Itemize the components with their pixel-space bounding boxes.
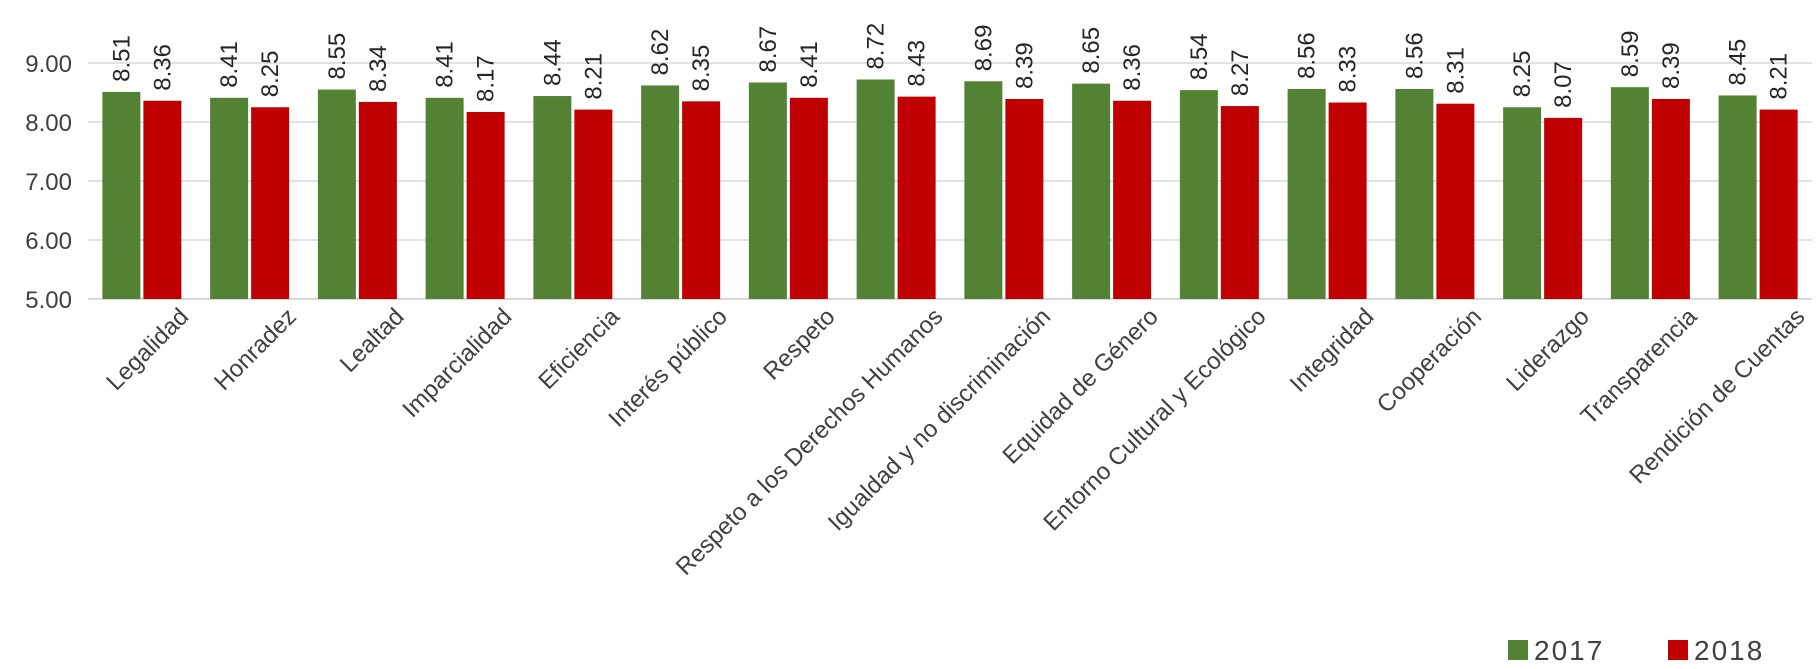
bar-2017 <box>425 97 464 299</box>
legend-swatch-2017 <box>1508 640 1528 660</box>
data-label-2018: 8.25 <box>257 51 284 98</box>
legend-swatch-2018 <box>1668 640 1688 660</box>
bar-2017 <box>641 85 680 299</box>
x-tick-label: Rendición de Cuentas <box>1624 303 1810 489</box>
data-label-2018: 8.35 <box>688 45 715 92</box>
bar-2017 <box>533 96 572 299</box>
x-tick-label: Igualdad y no discriminación <box>823 303 1056 536</box>
data-label-2017: 8.54 <box>1186 33 1213 80</box>
data-label-2017: 8.67 <box>755 26 782 73</box>
data-label-2018: 8.39 <box>1658 42 1685 89</box>
bars <box>102 79 1798 300</box>
data-label-2017: 8.59 <box>1617 30 1644 77</box>
bar-2017 <box>1503 107 1542 299</box>
bar-2018 <box>143 100 182 299</box>
data-label-2018: 8.39 <box>1011 42 1038 89</box>
bar-2018 <box>897 96 936 299</box>
legend-label-2017: 2017 <box>1534 635 1604 666</box>
bar-2018 <box>1328 102 1367 299</box>
y-tick-label: 7.00 <box>25 169 72 196</box>
bar-2018 <box>1005 98 1044 300</box>
data-label-2017: 8.45 <box>1725 39 1752 86</box>
data-label-2017: 8.65 <box>1078 27 1105 74</box>
x-tick-label: Imparcialidad <box>397 303 517 423</box>
bar-2017 <box>1179 90 1218 299</box>
bar-2017 <box>317 89 356 299</box>
bar-2018 <box>574 109 613 299</box>
bar-2018 <box>358 101 397 299</box>
data-label-2018: 8.36 <box>149 44 176 91</box>
bar-2018 <box>682 101 721 299</box>
bar-2017 <box>1395 88 1434 300</box>
bar-2017 <box>964 81 1003 299</box>
x-tick-label: Legalidad <box>101 303 194 396</box>
data-label-2017: 8.55 <box>324 33 351 80</box>
data-label-2018: 8.41 <box>796 41 823 88</box>
bar-2017 <box>210 97 249 299</box>
data-label-2017: 8.62 <box>647 29 674 76</box>
data-label-2018: 8.33 <box>1335 46 1362 93</box>
bar-2018 <box>1113 100 1152 299</box>
y-tick-label: 6.00 <box>25 228 72 255</box>
y-tick-label: 8.00 <box>25 110 72 137</box>
x-tick-label: Cooperación <box>1372 303 1487 418</box>
data-label-2017: 8.41 <box>216 41 243 88</box>
data-labels: 8.51 8.36 8.41 8.25 8.55 8.34 8.41 8.17 8.44 8.21… <box>108 23 1792 108</box>
y-tick-label: 5.00 <box>25 287 72 314</box>
bar-2017 <box>1718 95 1757 299</box>
x-tick-label: Lealtad <box>335 303 410 378</box>
data-label-2018: 8.21 <box>1766 53 1793 100</box>
data-label-2017: 8.41 <box>432 41 459 88</box>
x-tick-label: Integridad <box>1285 303 1380 398</box>
bar-2018 <box>251 107 290 299</box>
legend-label-2018: 2018 <box>1694 635 1764 666</box>
data-label-2018: 8.31 <box>1442 47 1469 94</box>
y-axis: 5.00 6.00 7.00 8.00 9.00 <box>25 51 72 314</box>
data-label-2018: 8.34 <box>365 45 392 92</box>
bar-2017 <box>1072 83 1111 300</box>
x-tick-label: Liderazgo <box>1501 303 1595 397</box>
data-label-2017: 8.72 <box>863 23 890 70</box>
bar-2018 <box>1651 98 1690 300</box>
bar-2018 <box>789 97 828 299</box>
data-label-2018: 8.07 <box>1550 61 1577 108</box>
x-tick-label: Entorno Cultural y Ecológico <box>1038 303 1271 536</box>
data-label-2017: 8.25 <box>1509 51 1536 98</box>
data-label-2018: 8.43 <box>904 40 931 87</box>
data-label-2018: 8.36 <box>1119 44 1146 91</box>
bar-2018 <box>1544 117 1583 300</box>
bar-2017 <box>1610 87 1649 299</box>
x-tick-label: Respeto <box>758 303 840 385</box>
bar-2017 <box>102 91 141 299</box>
data-label-2017: 8.51 <box>108 35 135 82</box>
data-label-2017: 8.44 <box>539 39 566 86</box>
data-label-2018: 8.21 <box>580 53 607 100</box>
bar-2017 <box>1287 88 1326 300</box>
x-tick-label: Eficiencia <box>533 303 625 395</box>
bar-2018 <box>1759 109 1798 299</box>
legend: 2017 2018 <box>1508 635 1764 666</box>
bar-2017 <box>748 82 787 299</box>
bar-2018 <box>466 111 505 299</box>
data-label-2018: 8.27 <box>1227 49 1254 96</box>
data-label-2017: 8.56 <box>1294 32 1321 79</box>
bar-2018 <box>1220 106 1259 299</box>
y-tick-label: 9.00 <box>25 51 72 78</box>
data-label-2017: 8.56 <box>1401 32 1428 79</box>
bar-2018 <box>1436 103 1475 300</box>
data-label-2017: 8.69 <box>970 25 997 72</box>
x-tick-label: Honradez <box>209 303 302 396</box>
data-label-2018: 8.17 <box>473 55 500 102</box>
bar-2017 <box>856 79 895 300</box>
